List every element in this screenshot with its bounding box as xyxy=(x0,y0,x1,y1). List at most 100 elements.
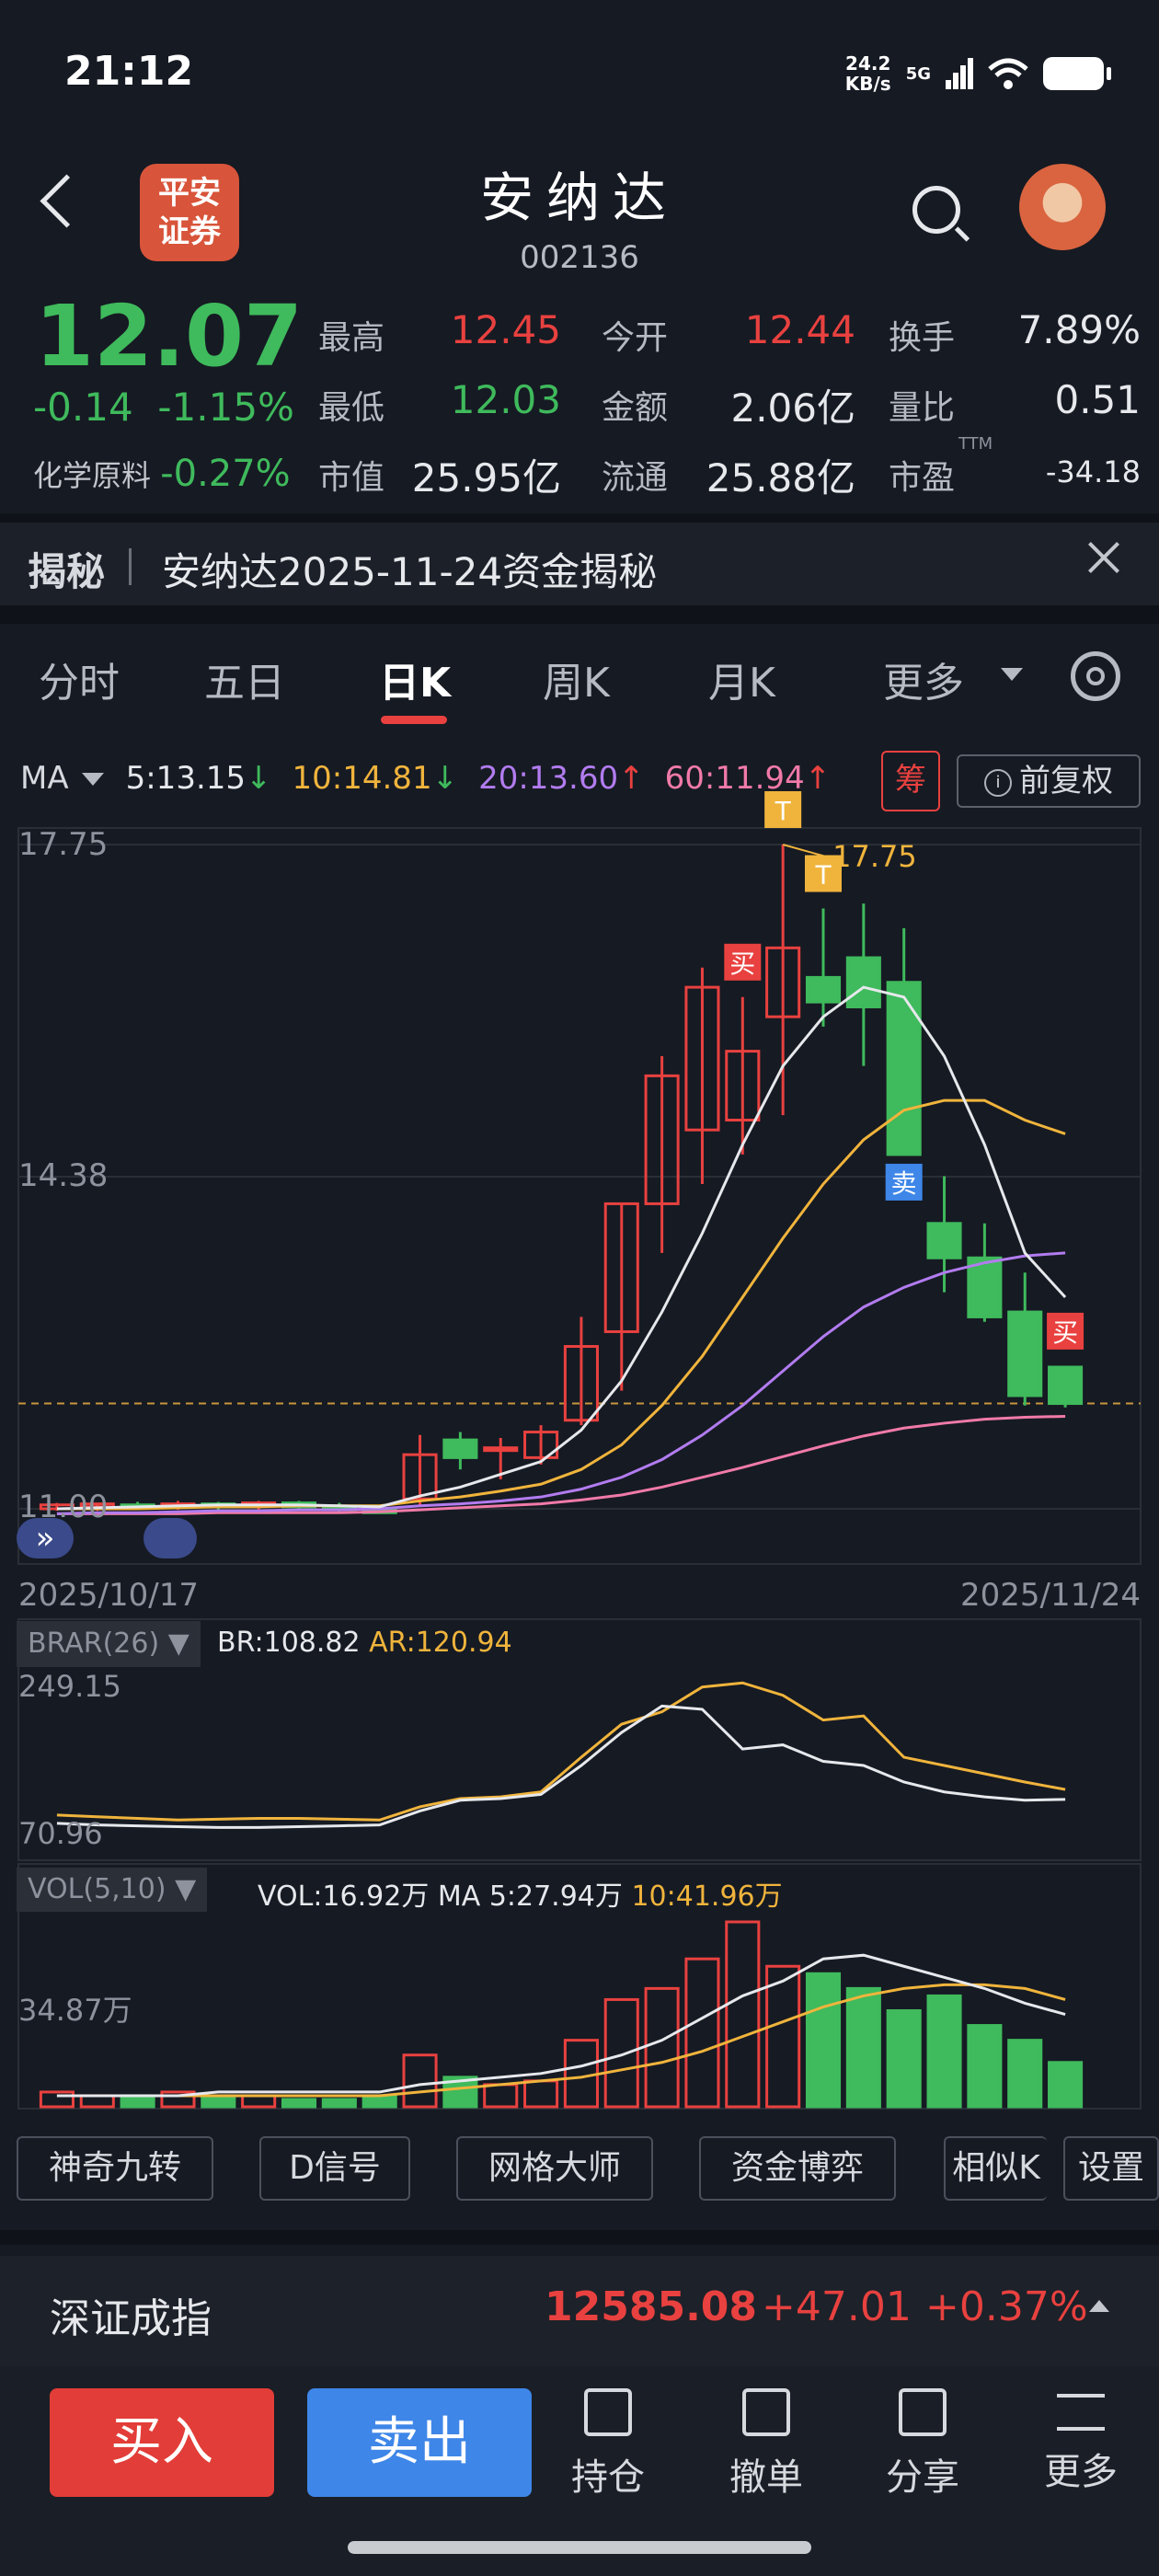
volume-bar xyxy=(886,2008,922,2109)
volume-bar xyxy=(1048,2061,1084,2109)
expand-up-icon[interactable] xyxy=(1089,2300,1109,2312)
volume-bar xyxy=(39,2090,75,2109)
tool-similar-k[interactable]: 相似K xyxy=(944,2136,1047,2201)
cell-bars-icon xyxy=(946,58,973,89)
sector-pct: -0.27% xyxy=(160,453,291,495)
adjust-mode-button[interactable]: i 前复权 xyxy=(957,754,1141,808)
tool-settings[interactable]: 设置 xyxy=(1063,2136,1159,2201)
ma-value: 60:11.94 xyxy=(664,760,805,797)
chip-distribution-button[interactable]: 筹 xyxy=(881,751,940,811)
tab-weekly-k[interactable]: 周K xyxy=(543,660,610,707)
reveal-banner[interactable] xyxy=(0,523,1159,605)
gear-icon[interactable] xyxy=(1071,651,1120,701)
signal-badge xyxy=(885,1163,923,1201)
volume-bar xyxy=(845,1986,881,2109)
nav-positions[interactable]: 持仓 xyxy=(557,2388,659,2501)
tool-grid-master[interactable]: 网格大师 xyxy=(456,2136,653,2201)
signal-badge xyxy=(724,943,762,981)
volume-bar xyxy=(120,2094,155,2109)
nav-cancel-order[interactable]: 撤单 xyxy=(716,2388,817,2501)
volume-bar xyxy=(241,2094,277,2109)
y-top-label: 17.75 xyxy=(18,826,109,863)
volume-bar xyxy=(765,1964,801,2109)
quote-value: 0.51 xyxy=(1054,377,1141,422)
volume-bar xyxy=(1007,2039,1043,2109)
index-pct: +0.37% xyxy=(925,2283,1088,2330)
quote-value: 2.06亿 xyxy=(730,385,855,431)
active-tab-underline xyxy=(381,716,447,724)
tab-more[interactable]: 更多 xyxy=(883,650,964,708)
volume-bar xyxy=(725,1920,761,2109)
brar-selector[interactable]: BRAR(26) ▼ xyxy=(17,1621,201,1667)
status-time: 21:12 xyxy=(64,48,194,95)
logo-line2: 证券 xyxy=(158,213,221,250)
signal-label: T xyxy=(775,796,792,826)
tool-fund-game[interactable]: 资金博弈 xyxy=(699,2136,896,2201)
sector-info[interactable]: 化学原料 -0.27% xyxy=(33,453,291,495)
quote-value: 12.44 xyxy=(744,307,855,352)
undo-icon xyxy=(742,2388,790,2436)
divider xyxy=(0,605,1159,624)
signal-badge xyxy=(764,791,802,828)
candle-body xyxy=(603,1202,639,1333)
nav-more[interactable]: 更多 xyxy=(1030,2388,1131,2495)
candle-body xyxy=(1007,1310,1043,1397)
quote-label: 市值 xyxy=(318,459,385,497)
candle-body xyxy=(644,1074,680,1205)
candle-body xyxy=(805,975,842,1004)
ma-value: 20:13.60 xyxy=(478,760,619,797)
sell-button[interactable]: 卖出 xyxy=(307,2388,532,2497)
nav-share-label: 分享 xyxy=(886,2456,959,2499)
signal-label: 买 xyxy=(1052,1317,1078,1348)
candle-body xyxy=(926,1222,962,1259)
ma60-line xyxy=(56,1414,1066,1515)
search-icon[interactable] xyxy=(912,186,960,234)
ma20-line xyxy=(56,1251,1066,1515)
banner-separator xyxy=(129,548,132,585)
vol-ma5: MA 5:27.94万 xyxy=(437,1880,623,1913)
volume-bar xyxy=(603,1997,639,2109)
vol-selector[interactable]: VOL(5,10) ▼ xyxy=(17,1868,208,1912)
price-change: -0.14 -1.15% xyxy=(33,385,294,430)
x-start-label: 2025/10/17 xyxy=(18,1577,199,1614)
tab-5day[interactable]: 五日 xyxy=(204,660,285,707)
candle-body xyxy=(483,1446,519,1453)
vol-panel-frame xyxy=(17,1863,1142,2110)
volume-bar xyxy=(361,2094,397,2109)
tab-minute[interactable]: 分时 xyxy=(39,660,120,707)
x-end-label: 2025/11/24 xyxy=(960,1577,1141,1614)
quote-value: 25.88亿 xyxy=(706,455,855,500)
ma-arrow: ↓ xyxy=(431,760,459,797)
change-abs: -0.14 xyxy=(33,385,133,430)
fullscreen-icon[interactable] xyxy=(143,1518,197,1558)
nav-share[interactable]: 分享 xyxy=(872,2388,973,2501)
avatar[interactable] xyxy=(1019,164,1106,250)
ma-label: MA xyxy=(20,760,69,797)
signal-badge xyxy=(1047,1312,1084,1350)
index-ticker[interactable] xyxy=(0,2256,1159,2366)
ma-arrow: ↑ xyxy=(618,760,645,797)
tool-d-signal[interactable]: D信号 xyxy=(259,2136,410,2201)
signal-icon: 5G xyxy=(905,63,931,84)
volume-bar xyxy=(644,1986,680,2109)
vol-ma5-line xyxy=(56,1953,1066,2098)
home-indicator[interactable] xyxy=(348,2541,811,2554)
banner-text[interactable]: 安纳达2025-11-24资金揭秘 xyxy=(162,549,658,594)
price-panel-frame xyxy=(17,827,1142,1565)
expand-left-icon[interactable]: » xyxy=(17,1518,74,1558)
buy-button[interactable]: 买入 xyxy=(50,2388,274,2497)
tab-daily-k[interactable]: 日K xyxy=(379,660,452,707)
tab-monthly-k[interactable]: 月K xyxy=(708,660,775,707)
candle-body xyxy=(684,985,720,1132)
broker-logo[interactable]: 平安 证券 xyxy=(140,164,239,261)
tool-magic-nine[interactable]: 神奇九转 xyxy=(17,2136,213,2201)
max-price-label: 17.75 xyxy=(832,839,917,874)
ma-legend[interactable]: MA 5:13.15↓ 10:14.81↓ 20:13.60↑ 60:11.94↑ xyxy=(20,760,831,797)
ma-item: 20:13.60↑ xyxy=(478,760,645,797)
candle-body xyxy=(442,1438,478,1459)
stock-code: 002136 xyxy=(520,239,639,276)
volume-bar xyxy=(281,2098,317,2109)
tab-more-label: 更多 xyxy=(883,660,964,707)
candle-body xyxy=(886,981,922,1156)
